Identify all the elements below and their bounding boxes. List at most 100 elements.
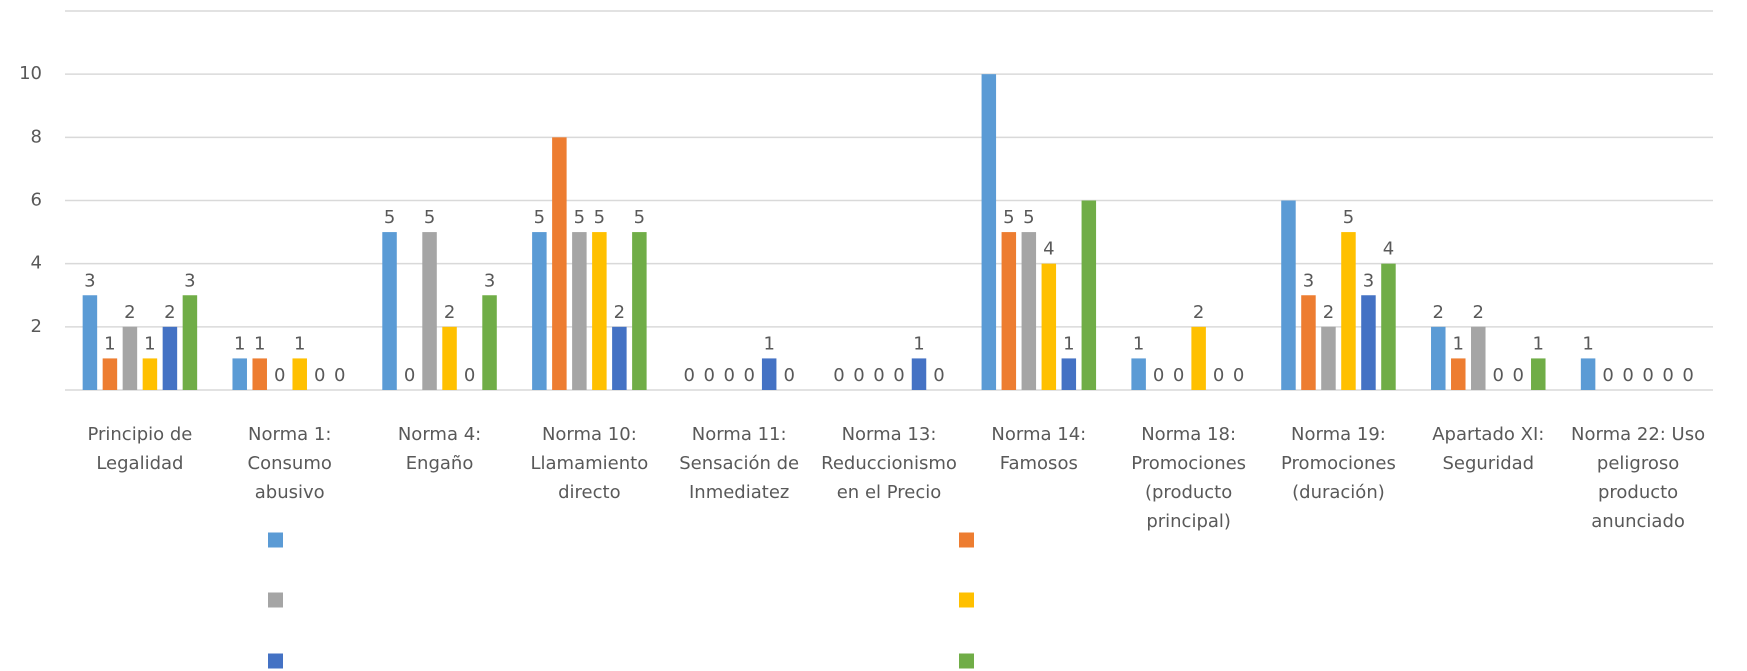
data-label: 5 (634, 207, 645, 228)
data-label: 5 (384, 207, 395, 228)
data-label: 0 (1602, 365, 1613, 386)
bar (572, 232, 587, 390)
legend-swatch (959, 532, 974, 548)
bar (482, 295, 497, 390)
bar (761, 358, 777, 390)
bar (1191, 326, 1206, 390)
data-label: 1 (144, 333, 155, 354)
data-label: 1 (913, 333, 924, 354)
data-label: 0 (464, 365, 475, 386)
x-tick-label: Norma 13: Reduccionismo en el Precio (821, 424, 957, 503)
data-label: 1 (1453, 333, 1464, 354)
data-label: 0 (743, 365, 754, 386)
data-label: 5 (534, 207, 545, 228)
data-label: 0 (783, 365, 794, 386)
y-tick-label: 10 (19, 63, 42, 84)
bar (102, 358, 118, 390)
x-tick-label: Norma 11: Sensación de Inmediatez (679, 424, 800, 503)
data-label: 5 (594, 207, 605, 228)
bar (1061, 358, 1077, 390)
bar (552, 137, 567, 390)
bar (1281, 200, 1296, 390)
data-label: 1 (104, 333, 115, 354)
data-label: 0 (933, 365, 944, 386)
bar (612, 326, 627, 390)
bar (252, 358, 267, 390)
bar (162, 326, 178, 390)
data-label: 0 (703, 365, 714, 386)
bar (142, 358, 158, 390)
bar (442, 326, 457, 390)
data-label: 1 (234, 333, 245, 354)
y-tick-label: 6 (31, 190, 42, 211)
bar (911, 358, 927, 390)
bar (1451, 358, 1466, 390)
data-label: 0 (723, 365, 734, 386)
data-label: 2 (1323, 302, 1334, 323)
data-label: 5 (1023, 207, 1034, 228)
data-label: 1 (254, 333, 265, 354)
x-tick-label: Norma 19: Promociones (duración) (1281, 424, 1396, 503)
bar (592, 232, 607, 390)
legend-swatch (268, 592, 283, 608)
data-label: 0 (683, 365, 694, 386)
data-label: 2 (1473, 302, 1484, 323)
data-label: 1 (1533, 333, 1544, 354)
legend-swatch (959, 592, 974, 608)
data-label: 0 (1682, 365, 1693, 386)
y-tick-label: 8 (31, 126, 42, 147)
data-label: 2 (124, 302, 135, 323)
data-label: 5 (1343, 207, 1354, 228)
y-tick-label: 4 (31, 253, 42, 274)
bar (1321, 326, 1336, 390)
data-label: 1 (1582, 333, 1593, 354)
data-label: 0 (1233, 365, 1244, 386)
bar (1431, 326, 1446, 390)
data-label: 0 (873, 365, 884, 386)
data-label: 0 (404, 365, 415, 386)
x-tick-label: Norma 22: Uso peligroso producto anuncia… (1571, 424, 1706, 532)
data-label: 4 (1383, 239, 1394, 260)
bar (1081, 200, 1097, 390)
bar (1580, 358, 1596, 390)
bar (122, 326, 138, 390)
bar (1301, 295, 1316, 390)
bar (182, 295, 198, 390)
bar (1021, 232, 1037, 390)
bar (981, 74, 997, 391)
data-label: 0 (1513, 365, 1524, 386)
bar (632, 232, 647, 390)
data-label: 2 (164, 302, 175, 323)
bar (1341, 232, 1356, 390)
data-label: 0 (1153, 365, 1164, 386)
bar (1001, 232, 1017, 390)
data-label: 5 (1003, 207, 1014, 228)
data-label: 0 (1662, 365, 1673, 386)
data-label: 1 (1063, 333, 1074, 354)
data-label: 2 (1193, 302, 1204, 323)
bar (292, 358, 307, 390)
data-label: 0 (893, 365, 904, 386)
data-label: 1 (1133, 333, 1144, 354)
x-tick-label: Norma 4: Engaño (397, 424, 482, 474)
data-label: 4 (1043, 239, 1054, 260)
bar (1361, 295, 1376, 390)
bar (1471, 326, 1486, 390)
data-label: 0 (1622, 365, 1633, 386)
data-label: 0 (1642, 365, 1653, 386)
bar (1381, 263, 1396, 390)
data-label: 3 (1363, 270, 1374, 291)
data-label: 0 (1493, 365, 1504, 386)
data-label: 1 (763, 333, 774, 354)
x-tick-label: Norma 1: Consumo abusivo (247, 424, 332, 503)
x-tick-label: Norma 14: Famosos (991, 424, 1087, 474)
x-tick-label: Norma 18: Promociones (producto principa… (1131, 424, 1247, 532)
legend-swatch (959, 653, 974, 669)
bar (232, 358, 247, 390)
data-label: 3 (84, 270, 95, 291)
bar (382, 232, 397, 390)
data-label: 5 (424, 207, 435, 228)
bar (1041, 263, 1057, 390)
